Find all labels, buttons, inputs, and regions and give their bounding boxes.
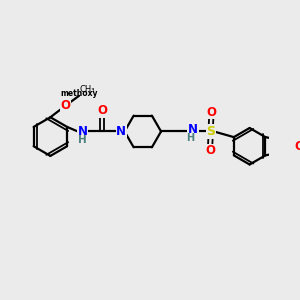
Text: O: O (206, 106, 216, 119)
Text: CH₃: CH₃ (80, 85, 95, 94)
Text: N: N (116, 125, 126, 138)
Text: methoxy: methoxy (61, 88, 98, 98)
Text: H: H (186, 133, 194, 143)
Text: O: O (205, 144, 215, 157)
Text: S: S (206, 125, 215, 138)
Text: O: O (294, 140, 300, 153)
Text: O: O (60, 100, 70, 112)
Text: N: N (78, 125, 88, 138)
Text: O: O (97, 104, 107, 117)
Text: N: N (188, 123, 198, 136)
Text: H: H (78, 135, 87, 145)
